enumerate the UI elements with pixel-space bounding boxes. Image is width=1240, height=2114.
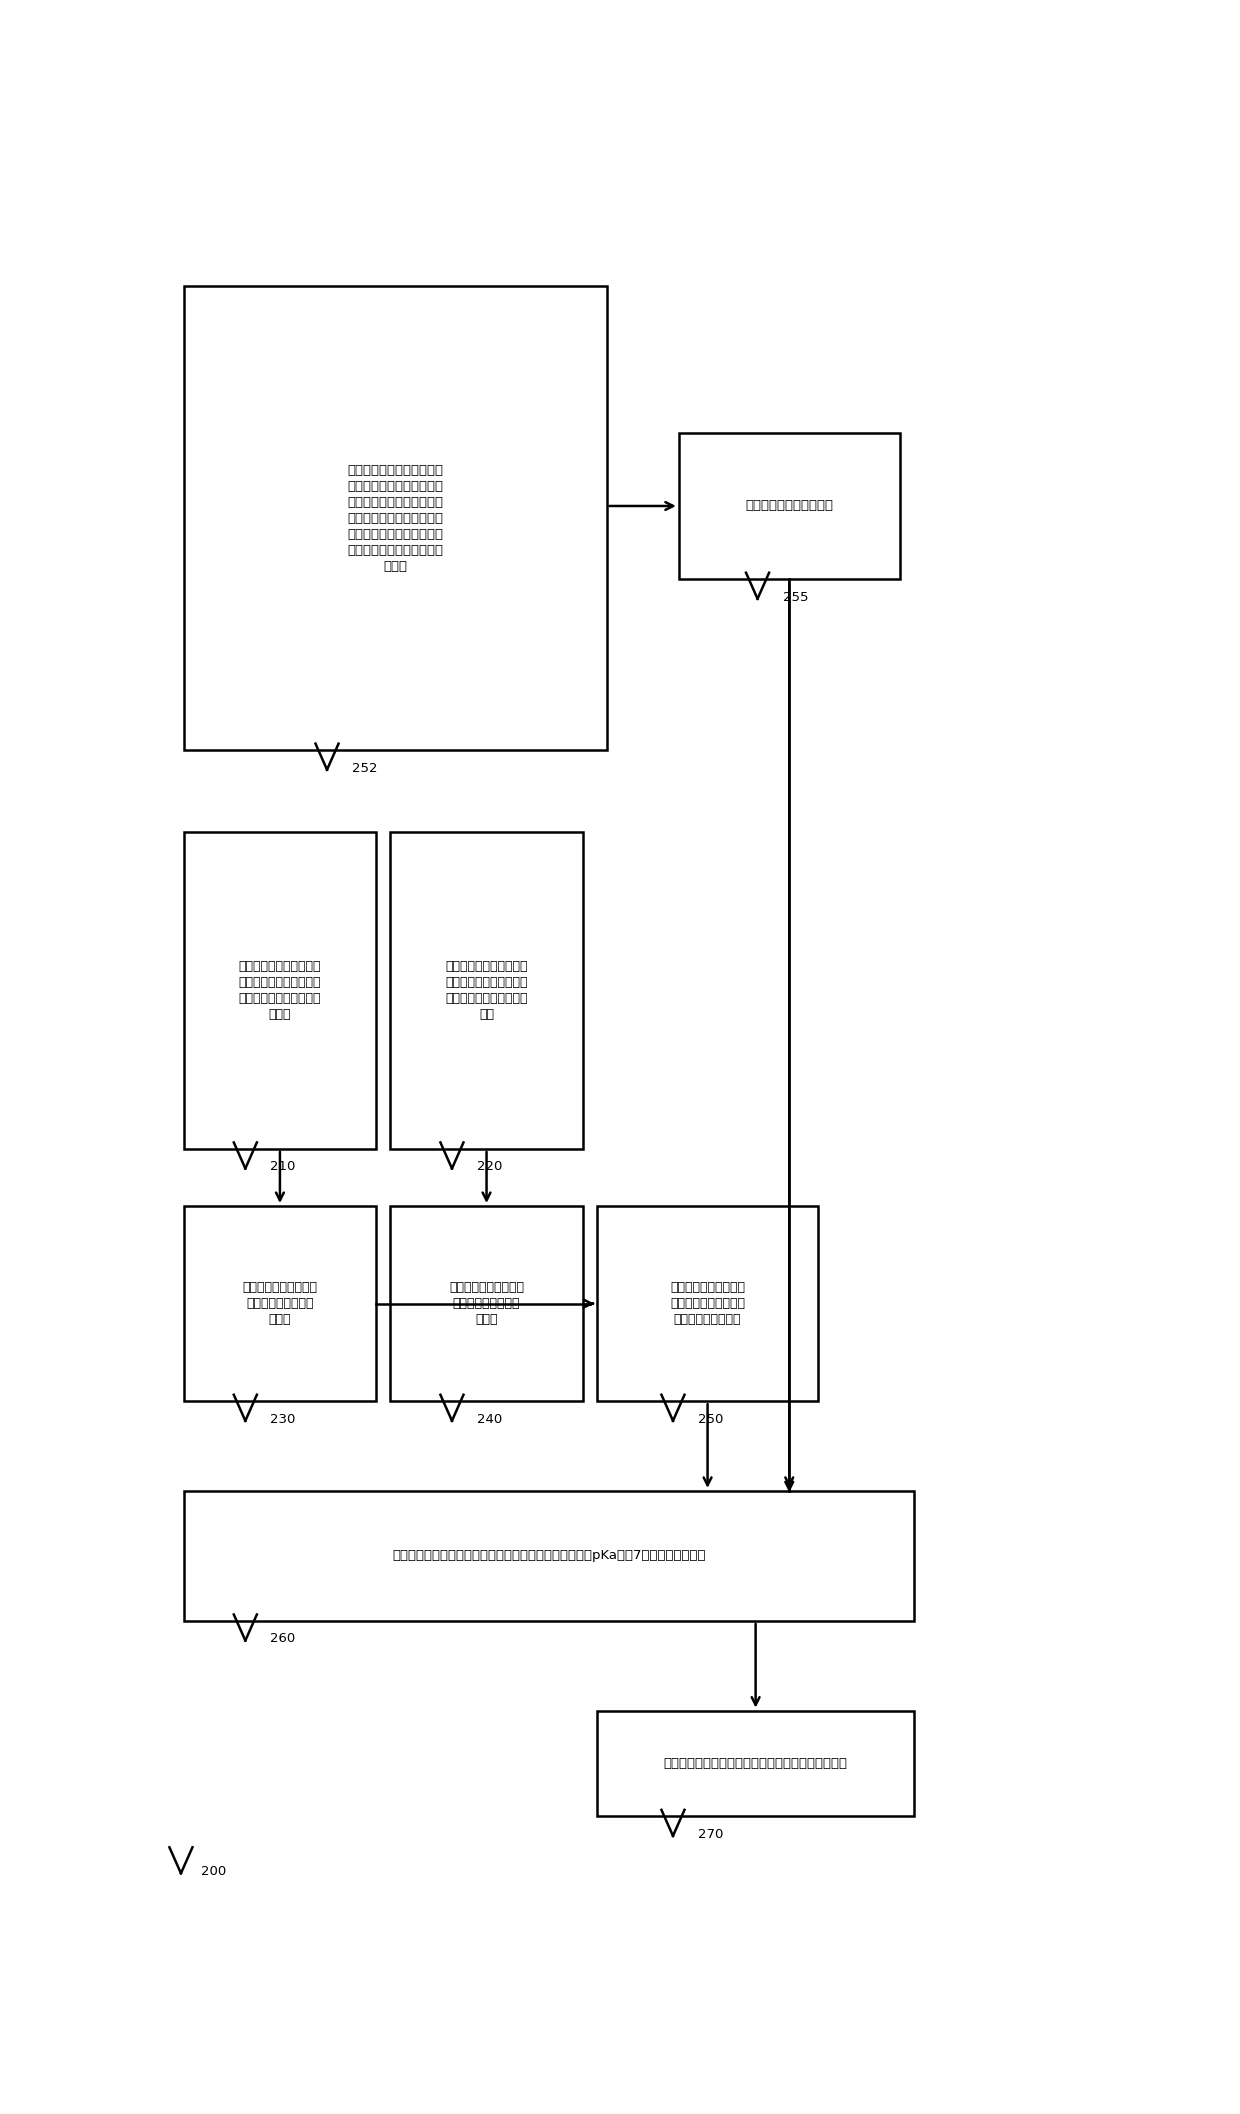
Text: 260: 260 <box>270 1632 295 1645</box>
Text: 250: 250 <box>698 1412 723 1425</box>
Text: 200: 200 <box>201 1865 227 1877</box>
Text: 在衬底表面上沉积来自
第一容器的第一类型
的单体: 在衬底表面上沉积来自 第一容器的第一类型 的单体 <box>243 1281 317 1325</box>
Text: 添加第二类型的单体至第
一容器，第二类型包括两
个或多于两个异氰酸酯官
能团: 添加第二类型的单体至第 一容器，第二类型包括两 个或多于两个异氰酸酯官 能团 <box>445 960 528 1021</box>
Text: 252: 252 <box>352 761 377 774</box>
Bar <box>596 1710 914 1816</box>
Bar <box>184 1205 376 1402</box>
Text: 在衬底表面上沉积混合物: 在衬底表面上沉积混合物 <box>745 499 833 512</box>
Bar <box>596 1205 818 1402</box>
Text: 230: 230 <box>270 1412 295 1425</box>
Bar <box>184 831 376 1150</box>
Text: 在容器中形成第一类型的单
体、第二类型的单体和光潜
碱的混合物，第一类型的单
体包括两个或多于两个硫醇
官能团，第二类型的单体包
括两个或多于两个异氰酸酯
官能: 在容器中形成第一类型的单 体、第二类型的单体和光潜 碱的混合物，第一类型的单 体… <box>347 463 443 573</box>
Text: 在衬底表面上沉积来自
第二容器的第二类型
的单体: 在衬底表面上沉积来自 第二容器的第二类型 的单体 <box>449 1281 525 1325</box>
Bar <box>391 831 583 1150</box>
Bar <box>678 433 900 579</box>
Text: 270: 270 <box>698 1829 723 1841</box>
Bar <box>184 1490 914 1621</box>
Bar <box>184 285 606 750</box>
Text: 240: 240 <box>477 1412 502 1425</box>
Text: 255: 255 <box>782 590 808 605</box>
Text: 220: 220 <box>477 1161 502 1173</box>
Text: 在表面上形成第一类型
的单体、第二类型的单
体和光潜碱的混合物: 在表面上形成第一类型 的单体、第二类型的单 体和光潜碱的混合物 <box>670 1281 745 1325</box>
Text: 210: 210 <box>270 1161 295 1173</box>
Text: 使沉积混合物曝光以引发混合物中的光潜碱的分解以形成pKa大于7的非亲核碱催化剂: 使沉积混合物曝光以引发混合物中的光潜碱的分解以形成pKa大于7的非亲核碱催化剂 <box>392 1550 706 1562</box>
Text: 第一类型的单体与第二类型的单体的阶梯式生长聚合: 第一类型的单体与第二类型的单体的阶梯式生长聚合 <box>663 1757 848 1769</box>
Bar <box>391 1205 583 1402</box>
Text: 添加第一类型的单体至第
一容器，第一类型的单体
包括两个或多于两个硫醇
官能团: 添加第一类型的单体至第 一容器，第一类型的单体 包括两个或多于两个硫醇 官能团 <box>238 960 321 1021</box>
